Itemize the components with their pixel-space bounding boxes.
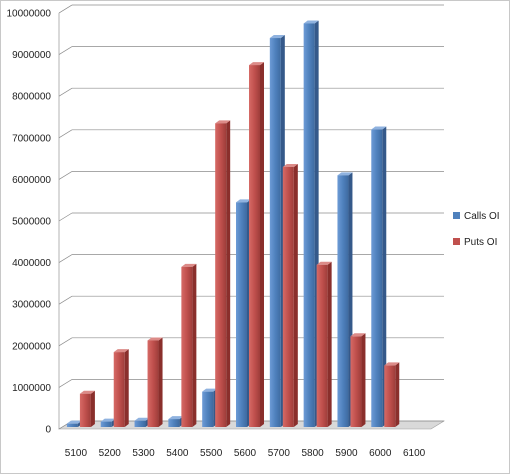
- bar-puts-oi-5400: [181, 263, 197, 427]
- legend-swatch: [453, 238, 460, 245]
- x-tick-label: 6100: [403, 448, 426, 459]
- bar-calls-oi-5400: [168, 416, 184, 427]
- bar-puts-oi-6000: [384, 362, 400, 427]
- bar-calls-oi-5500: [202, 388, 218, 427]
- bar-puts-oi-5300: [147, 337, 163, 427]
- gridline-depth: [58, 379, 73, 388]
- y-tick-label: 10000000: [7, 9, 52, 20]
- legend: Calls OI Puts OI: [453, 211, 500, 248]
- x-tick-label: 5500: [200, 448, 223, 459]
- legend-label: Puts OI: [464, 237, 497, 248]
- bar-calls-oi-5600: [236, 199, 251, 427]
- bar-puts-oi-5500: [215, 120, 231, 427]
- x-tick-label: 5900: [335, 448, 358, 459]
- gridline-depth: [58, 337, 73, 347]
- bar-puts-oi-5100: [79, 390, 95, 427]
- gridline-depth: [58, 212, 73, 222]
- x-axis-tick-labels: 5100 5200 5300 5400 5500 5600 5700 5800 5900 6000…: [65, 448, 426, 459]
- y-tick-label: 8000000: [12, 92, 51, 103]
- y-axis-tick-labels: 0 1000000 2000000 3000000 4000000 5000000 6000…: [7, 9, 52, 436]
- y-tick-label: 3000000: [12, 300, 51, 311]
- y-tick-label: 1000000: [12, 383, 51, 394]
- gridline-depth: [58, 171, 73, 180]
- legend-swatch: [453, 212, 460, 219]
- y-tick-label: 7000000: [12, 133, 51, 144]
- y-tick-label: 2000000: [12, 341, 51, 352]
- x-tick-label: 5100: [65, 448, 88, 459]
- x-tick-label: 5600: [234, 448, 257, 459]
- x-tick-label: 6000: [369, 448, 392, 459]
- x-tick-label: 5700: [268, 448, 291, 459]
- y-tick-label: 6000000: [12, 175, 51, 186]
- bar-calls-oi-5700: [269, 35, 285, 427]
- bar-puts-oi-5700: [282, 164, 298, 427]
- bar-calls-oi-5300: [134, 417, 150, 427]
- bars: [66, 20, 400, 427]
- legend-label: Calls OI: [464, 211, 500, 222]
- y-tick-label: 9000000: [12, 50, 51, 61]
- y-tick-label: 0: [45, 425, 51, 436]
- bar-calls-oi-6000: [371, 126, 387, 427]
- gridline-depth: [58, 295, 73, 305]
- gridline-depth: [58, 87, 73, 97]
- y-tick-label: 5000000: [12, 217, 51, 228]
- bar-puts-oi-5200: [113, 349, 129, 427]
- legend-item-puts-oi: Puts OI: [453, 237, 497, 248]
- bar-puts-oi-5800: [316, 261, 332, 427]
- gridline-depth: [58, 129, 73, 139]
- y-tick-label: 4000000: [12, 258, 51, 269]
- gridline-depth: [58, 46, 73, 55]
- bar-calls-oi-5800: [303, 20, 319, 427]
- bar-puts-oi-5900: [350, 333, 366, 427]
- bar-calls-oi-5900: [337, 172, 353, 427]
- x-tick-label: 5400: [166, 448, 189, 459]
- gridline-depth: [58, 254, 73, 263]
- legend-item-calls-oi: Calls OI: [453, 211, 500, 222]
- gridline-depth: [58, 4, 73, 14]
- x-tick-label: 5200: [99, 448, 122, 459]
- x-tick-label: 5300: [132, 448, 155, 459]
- x-tick-label: 5800: [302, 448, 325, 459]
- bar-puts-oi-5600: [249, 62, 264, 427]
